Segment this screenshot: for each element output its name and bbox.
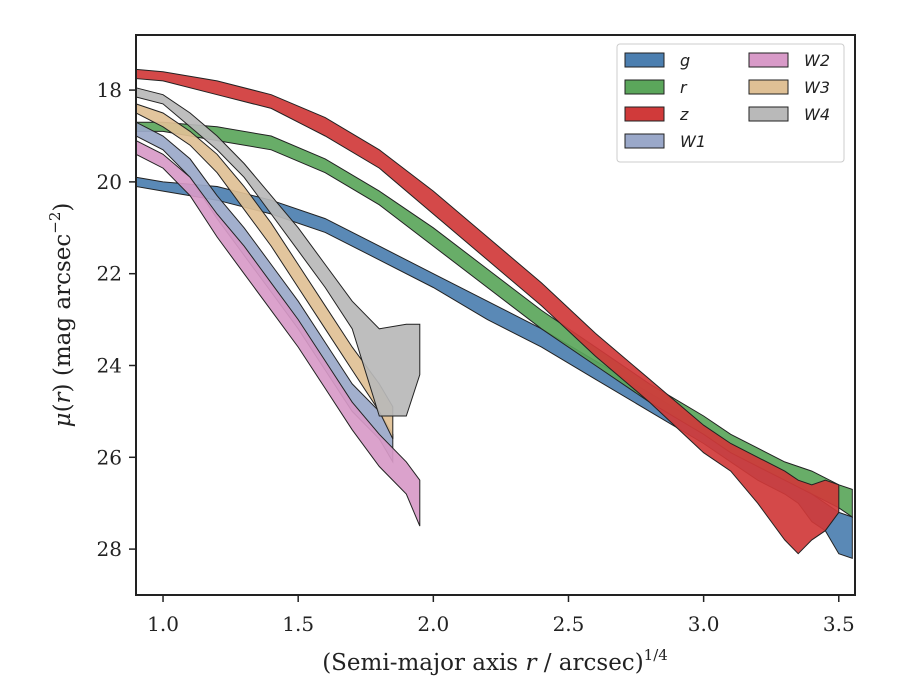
x-tick-label: 1.0 bbox=[147, 612, 179, 636]
legend-swatch bbox=[748, 106, 789, 122]
y-tick-label: 26 bbox=[97, 445, 122, 469]
band-z bbox=[135, 68, 840, 555]
legend-swatch bbox=[748, 79, 789, 95]
x-axis-ticks: 1.0 1.5 2.0 2.5 3.0 3.5 bbox=[147, 595, 855, 636]
legend-swatch bbox=[624, 106, 665, 122]
band-w3 bbox=[135, 103, 394, 440]
y-tick-label: 24 bbox=[97, 353, 122, 377]
x-axis-label: (Semi-major axis r / arcsec)1/4 bbox=[322, 646, 668, 676]
y-tick-label: 20 bbox=[97, 170, 122, 194]
y-tick-label: 18 bbox=[97, 78, 122, 102]
plot-frame bbox=[135, 34, 856, 596]
legend-label: W2 bbox=[804, 51, 830, 70]
bands-layer bbox=[135, 68, 853, 559]
legend-item-r: r bbox=[624, 78, 688, 97]
x-tick-label: 1.5 bbox=[282, 612, 314, 636]
legend-label: g bbox=[680, 51, 690, 70]
y-tick-label: 22 bbox=[97, 262, 122, 286]
legend-label: r bbox=[680, 78, 688, 97]
y-tick-label: 28 bbox=[97, 537, 122, 561]
legend-item-w4: W4 bbox=[748, 105, 830, 124]
legend-swatch bbox=[624, 79, 665, 95]
legend-label: W4 bbox=[804, 105, 830, 124]
band-w2 bbox=[135, 139, 421, 527]
legend-item-w3: W3 bbox=[748, 78, 830, 97]
band-g bbox=[135, 176, 853, 559]
legend-swatch bbox=[624, 133, 665, 149]
x-tick-label: 2.0 bbox=[417, 612, 449, 636]
legend-label: W3 bbox=[804, 78, 830, 97]
y-axis-ticks: 18 20 22 24 26 28 bbox=[97, 78, 136, 561]
band-w4 bbox=[135, 87, 421, 417]
legend-item-g: g bbox=[624, 51, 690, 70]
legend-label: W1 bbox=[680, 132, 706, 151]
legend-swatch bbox=[624, 52, 665, 68]
legend-item-w1: W1 bbox=[624, 132, 706, 151]
legend-box bbox=[616, 43, 845, 163]
legend-label: z bbox=[679, 105, 689, 124]
y-axis-label: μ(r) (mag arcsec−2) bbox=[46, 203, 76, 428]
legend: grz W1 W2 W3 W4 bbox=[616, 43, 845, 163]
x-tick-label: 2.5 bbox=[553, 612, 585, 636]
legend-item-w2: W2 bbox=[748, 51, 830, 70]
x-tick-label: 3.5 bbox=[823, 612, 855, 636]
x-tick-label: 3.0 bbox=[688, 612, 720, 636]
legend-swatch bbox=[748, 52, 789, 68]
legend-item-z: z bbox=[624, 105, 689, 124]
